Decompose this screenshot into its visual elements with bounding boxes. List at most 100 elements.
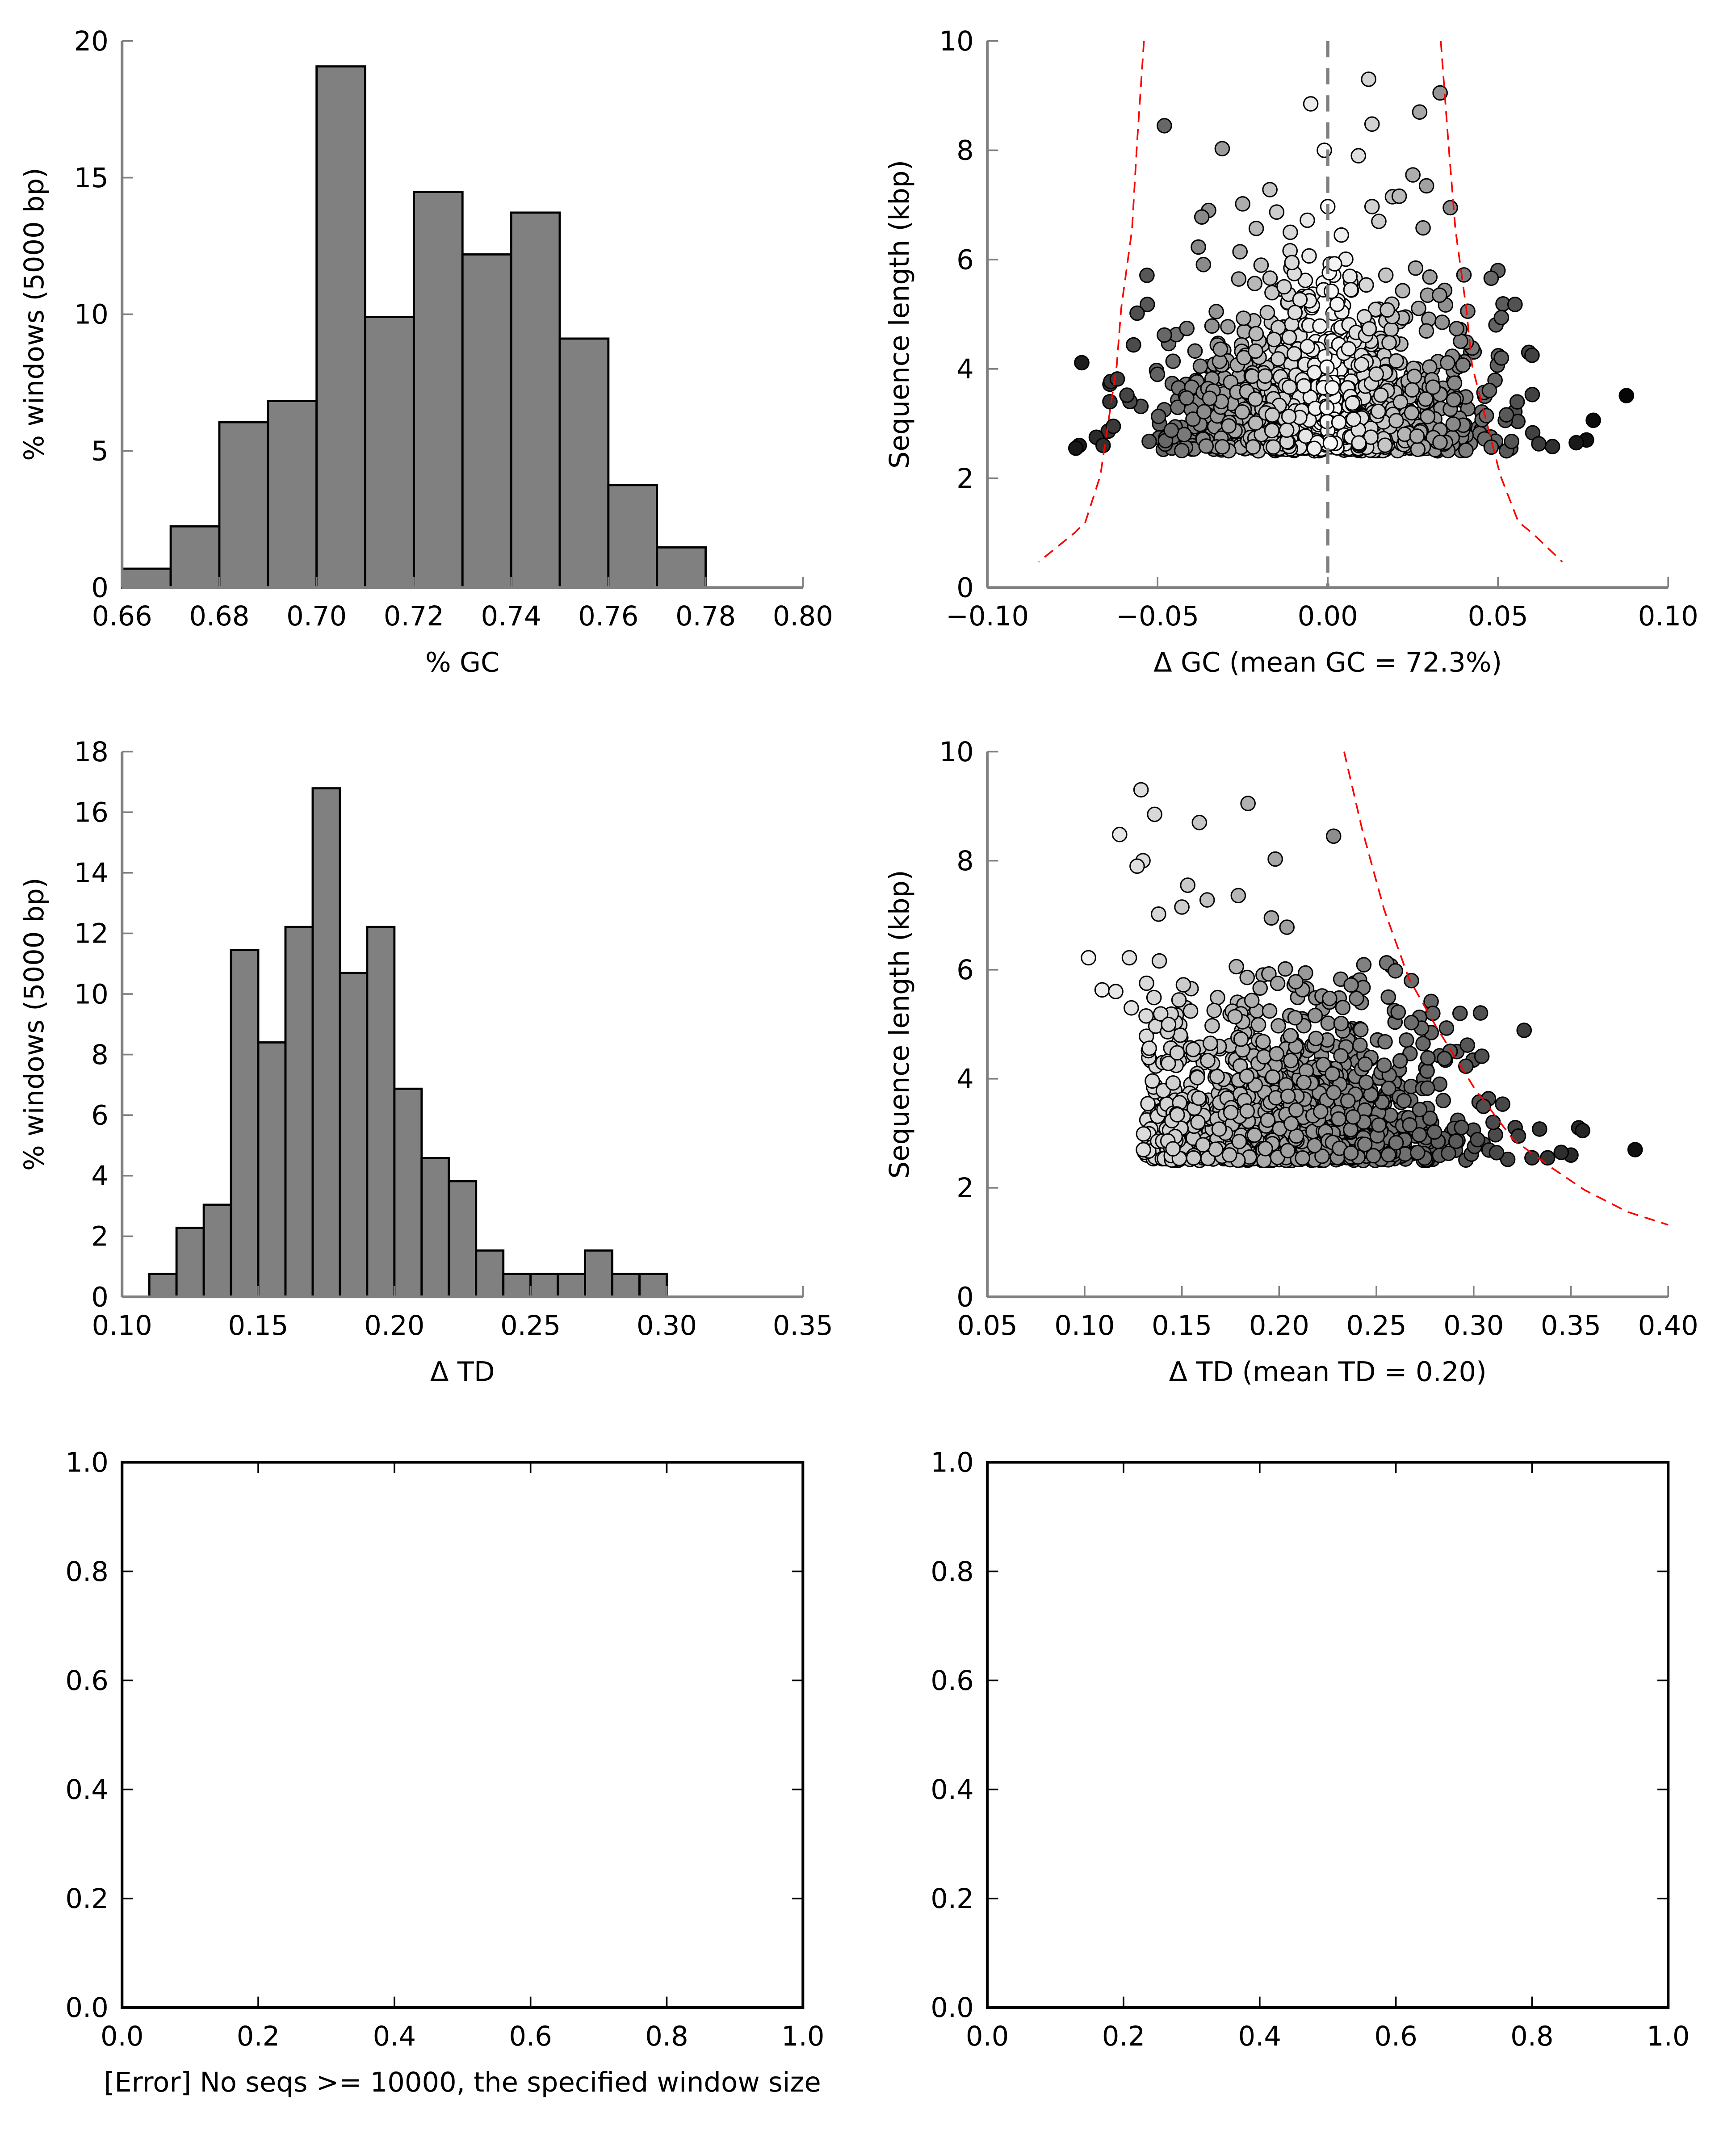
scatter-point [1146, 989, 1162, 1006]
scatter-point [1411, 301, 1426, 316]
scatter-point [1301, 248, 1317, 264]
scatter-point [1175, 977, 1191, 993]
scatter-point [1136, 1126, 1152, 1142]
scatter-point [1368, 366, 1384, 382]
scatter-point [1298, 428, 1313, 444]
y-tick-label: 6 [956, 244, 974, 276]
scatter-point [1417, 391, 1434, 407]
scatter-point [1409, 1144, 1426, 1161]
scatter-point [1281, 329, 1297, 345]
scatter-point [1373, 387, 1389, 403]
scatter-point [1320, 1015, 1336, 1031]
scatter-point [1342, 268, 1358, 284]
scatter-point [1418, 178, 1434, 194]
scatter-point [1253, 257, 1269, 273]
scatter-point [1361, 321, 1377, 337]
y-tick-label: 20 [74, 26, 109, 57]
scatter-point [1262, 182, 1278, 197]
scatter-point [1325, 1066, 1340, 1082]
x-tick-label: 0.68 [189, 601, 249, 632]
scatter-point [1211, 1121, 1227, 1137]
empty-window-panel-right: 0.0 0.2 0.4 0.6 0.8 1.0 0.0 0.2 0.4 0.6 0.8 1.0 [931, 1447, 1690, 2052]
scatter-point [1281, 379, 1297, 395]
scatter-point [1139, 267, 1155, 283]
scatter-point [1470, 1132, 1485, 1148]
scatter-point [1391, 188, 1407, 204]
histogram-bar [175, 1227, 205, 1298]
td-histogram-panel: 0.10 0.15 0.20 0.25 0.30 0.35 0 2 4 6 8 10 12 14 16 18 Δ… [19, 737, 833, 1388]
y-tick-label: 4 [956, 354, 974, 385]
scatter-point [1214, 439, 1230, 455]
y-tick-label: 0.4 [931, 1774, 974, 1806]
scatter-point [1124, 1000, 1139, 1016]
scatter-point [1449, 321, 1464, 336]
scatter-point [1194, 209, 1210, 225]
scatter-point [1619, 388, 1635, 403]
y-tick-label: 0 [91, 572, 109, 604]
y-tick-label: 0.6 [65, 1665, 109, 1697]
scatter-point [1264, 407, 1280, 423]
scatter-point [1229, 959, 1244, 975]
scatter-point [1402, 1117, 1417, 1133]
scatter-point [1500, 1152, 1516, 1167]
histogram-bar [315, 65, 366, 589]
scatter-point [1271, 1018, 1286, 1034]
scatter-point [1139, 975, 1154, 991]
scatter-point [1262, 1003, 1278, 1019]
scatter-point [1308, 1031, 1324, 1047]
scatter-point [1108, 984, 1124, 999]
scatter-point [1354, 356, 1370, 373]
scatter-point [1371, 1117, 1387, 1133]
x-tick-label: 0.30 [637, 1310, 697, 1341]
scatter-point [1068, 440, 1084, 456]
scatter-point [1161, 1017, 1177, 1032]
histogram-bar [366, 926, 396, 1298]
x-tick-label: 0.35 [773, 1310, 833, 1341]
scatter-point [1095, 437, 1111, 453]
scatter-point [1102, 394, 1118, 410]
scatter-point [1524, 347, 1540, 363]
scatter-point [1380, 302, 1395, 318]
scatter-point [1340, 1093, 1356, 1109]
scatter-point [1189, 1069, 1205, 1086]
scatter-point [1270, 351, 1286, 367]
x-tick-label: 0.40 [1638, 1310, 1698, 1341]
scatter-point [1179, 320, 1195, 336]
scatter-point [1202, 390, 1218, 406]
scatter-point [1163, 422, 1179, 438]
scatter-point [1240, 796, 1256, 811]
scatter-point [1265, 1069, 1281, 1085]
scatter-point [1165, 1141, 1181, 1157]
scatter-point [1244, 993, 1260, 1008]
scatter-point [1161, 1056, 1176, 1071]
scatter-point [1388, 1135, 1404, 1151]
x-tick-label: 0.72 [384, 601, 444, 632]
y-tick-label: 1.0 [931, 1447, 974, 1479]
threshold-curve-right [1440, 41, 1563, 563]
scatter-point [1283, 1028, 1299, 1044]
scatter-point [1269, 204, 1285, 220]
x-tick-label: 0.78 [675, 601, 736, 632]
scatter-point [1524, 386, 1540, 402]
scatter-point [1169, 1045, 1185, 1061]
y-tick-label: 10 [939, 737, 974, 768]
scatter-point [1357, 1056, 1373, 1072]
x-tick-label: 0.74 [481, 601, 541, 632]
scatter-point [1200, 1052, 1216, 1069]
scatter-point [1442, 200, 1458, 216]
scatter-point [1404, 382, 1420, 398]
scatter-point [1454, 1119, 1469, 1136]
scatter-point [1553, 1144, 1569, 1160]
scatter-point [1404, 973, 1419, 989]
y-tick-label: 2 [91, 1221, 109, 1253]
scatter-point [1377, 437, 1393, 453]
scatter-point [1141, 1040, 1157, 1056]
y-axis-label: Sequence length (kbp) [884, 160, 915, 469]
scatter-point [1182, 1003, 1199, 1019]
scatter-point [1094, 982, 1110, 998]
y-tick-label: 0.2 [931, 1883, 974, 1915]
scatter-point [1280, 1143, 1296, 1159]
scatter-point [1380, 989, 1396, 1005]
scatter-point [1185, 1042, 1201, 1057]
